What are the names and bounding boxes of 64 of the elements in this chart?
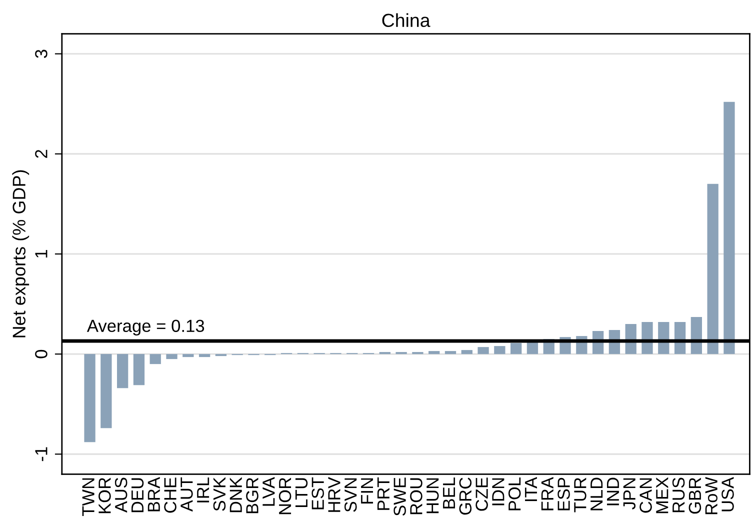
bar bbox=[117, 354, 128, 388]
chart-title: China bbox=[382, 13, 430, 28]
y-tick-label: 1 bbox=[35, 250, 48, 258]
x-tick-label: ITA bbox=[525, 476, 537, 502]
y-axis-title: Net exports (% GDP) bbox=[12, 170, 30, 338]
bar bbox=[510, 343, 522, 354]
bar bbox=[461, 350, 472, 354]
x-tick-label: ESP bbox=[558, 478, 570, 510]
x-tick-label: KOR bbox=[98, 478, 111, 514]
bar bbox=[150, 354, 161, 364]
x-tick-label: AUT bbox=[180, 477, 193, 512]
y-tick-label: -1 bbox=[35, 447, 48, 462]
x-tick-label: USA bbox=[722, 476, 734, 512]
x-tick-label: SVK bbox=[213, 477, 226, 511]
x-tick-label: FRA bbox=[541, 476, 554, 510]
x-tick-label: POL bbox=[508, 477, 521, 510]
bar bbox=[724, 102, 735, 354]
x-tick-label: SVN bbox=[344, 478, 357, 512]
x-tick-label: SWE bbox=[394, 478, 406, 516]
y-tick-label: 0 bbox=[35, 350, 48, 358]
bar bbox=[707, 184, 718, 354]
x-tick-label: RoW bbox=[705, 476, 718, 514]
y-tick-label: 2 bbox=[35, 150, 48, 158]
x-tick-label: LVA bbox=[262, 476, 275, 506]
x-tick-label: HUN bbox=[426, 478, 439, 514]
bar bbox=[100, 354, 112, 428]
x-tick-label: HRV bbox=[328, 477, 340, 512]
x-tick-label: BRA bbox=[148, 476, 160, 512]
x-tick-label: GRC bbox=[459, 478, 472, 515]
x-tick-label: EST bbox=[312, 477, 324, 510]
y-tick-label: 3 bbox=[35, 50, 48, 58]
x-tick-label: JPN bbox=[623, 478, 636, 510]
x-tick-label: GBR bbox=[688, 478, 702, 514]
x-tick-label: TWN bbox=[82, 478, 94, 516]
x-tick-label: BEL bbox=[443, 478, 455, 508]
bar bbox=[428, 351, 440, 354]
x-tick-label: NOR bbox=[278, 478, 292, 514]
x-tick-label: BGR bbox=[246, 478, 258, 514]
x-tick-label: PRT bbox=[377, 477, 390, 510]
x-tick-label: CHE bbox=[164, 478, 176, 513]
bar bbox=[182, 354, 194, 358]
bar bbox=[494, 346, 506, 354]
bar bbox=[166, 354, 178, 360]
x-tick-label: CZE bbox=[476, 478, 488, 511]
x-tick-label: IDN bbox=[492, 478, 504, 506]
x-tick-label: DNK bbox=[230, 477, 242, 512]
x-tick-label: AUS bbox=[114, 478, 128, 513]
x-tick-label: LTU bbox=[295, 478, 308, 508]
bar bbox=[133, 354, 145, 386]
x-tick-label: CAN bbox=[640, 478, 652, 513]
x-tick-label: TUR bbox=[574, 478, 586, 512]
ref-line-label: Average = 0.13 bbox=[86, 320, 204, 336]
x-tick-label: ROU bbox=[410, 478, 422, 514]
bar bbox=[84, 354, 96, 442]
x-tick-label: DEU bbox=[132, 478, 144, 512]
x-tick-label: RUS bbox=[672, 478, 685, 512]
x-tick-label: NLD bbox=[590, 478, 603, 510]
bar bbox=[478, 347, 489, 354]
bar bbox=[444, 351, 456, 354]
x-tick-label: MEX bbox=[656, 477, 668, 514]
x-tick-label: IRL bbox=[197, 477, 210, 502]
bar bbox=[198, 354, 210, 358]
x-tick-label: FIN bbox=[361, 478, 373, 504]
x-tick-label: IND bbox=[606, 478, 619, 506]
